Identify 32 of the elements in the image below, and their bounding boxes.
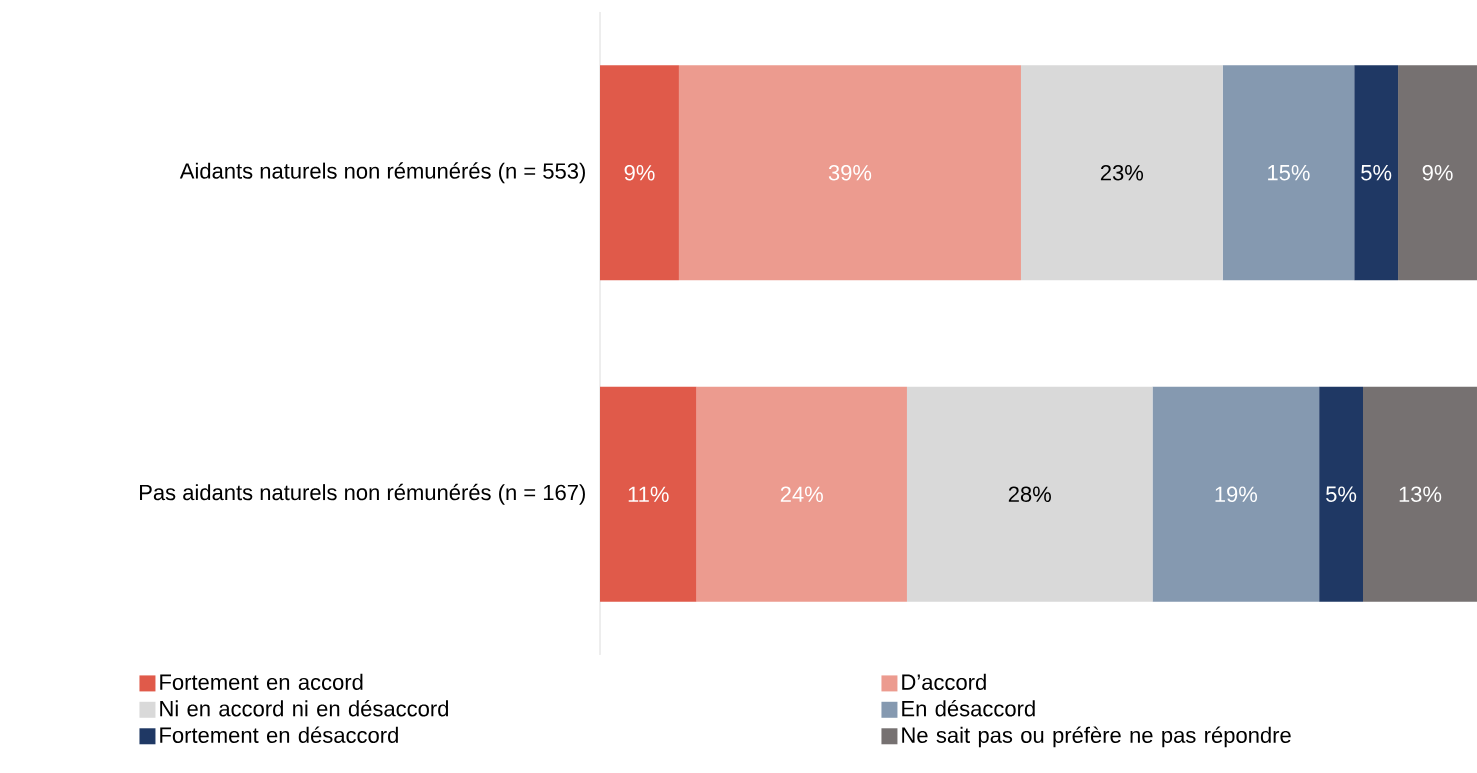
legend-label: En désaccord	[902, 700, 1035, 717]
y-tick-label: Pas aidants naturels non rémunérés (n = 167)	[140, 483, 585, 505]
bar	[1363, 386, 1477, 602]
bar	[1222, 65, 1355, 281]
data-label: 15%	[1268, 165, 1310, 181]
bar	[906, 386, 1153, 602]
data-label: 23%	[1100, 164, 1144, 181]
data-label: 9%	[1422, 164, 1453, 181]
bar	[1319, 386, 1363, 602]
bar	[1020, 65, 1223, 281]
legend-label: Fortement en accord	[160, 673, 363, 690]
bar	[1152, 386, 1320, 602]
data-label: 5%	[1326, 486, 1357, 502]
bar	[600, 386, 697, 602]
data-label: 13%	[1399, 486, 1442, 503]
legend-label: Ni en accord ni en désaccord	[160, 700, 449, 717]
data-label: 39%	[828, 164, 872, 181]
y-tick-label: Aidants naturels non rémunérés (n = 553)	[179, 162, 585, 184]
bar	[1354, 65, 1399, 281]
legend-label: Fortement en désaccord	[160, 726, 398, 743]
bar	[678, 65, 1021, 281]
data-label: 24%	[780, 486, 823, 502]
data-label: 5%	[1361, 165, 1392, 181]
bar	[600, 65, 679, 281]
legend-label: D’accord	[902, 673, 986, 690]
data-label: 28%	[1008, 486, 1051, 503]
legend-label: Ne sait pas ou préfère ne pas répondre	[902, 726, 1291, 748]
bar	[696, 386, 907, 602]
data-label: 9%	[624, 164, 655, 181]
data-label: 11%	[628, 486, 669, 502]
data-label: 19%	[1215, 486, 1258, 503]
bar	[1398, 65, 1477, 281]
